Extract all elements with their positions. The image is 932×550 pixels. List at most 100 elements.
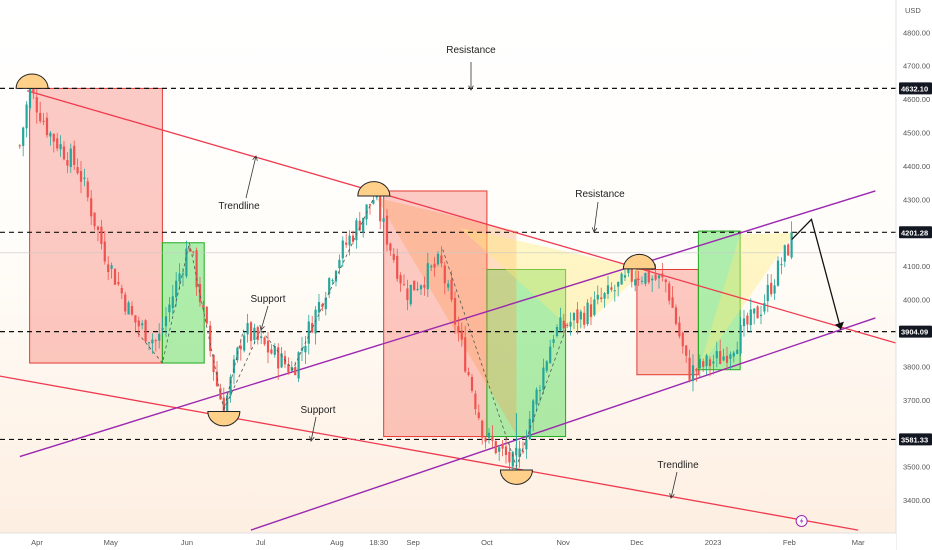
candle-body [229, 376, 232, 396]
candle-body [195, 250, 198, 288]
candle-body [494, 441, 497, 454]
candle-body [42, 120, 45, 122]
candle-body [355, 220, 358, 241]
candle-body [96, 226, 100, 230]
annotation-label: Resistance [446, 45, 496, 56]
price-tick-label: 4400.00 [903, 162, 930, 171]
candle-body [508, 451, 511, 463]
candle-body [399, 275, 402, 284]
candle-body [746, 315, 749, 325]
time-axis: Apr May Jun Jul Aug 18:30 Sep Oct Nov Dec 2023 Feb M… [0, 532, 896, 550]
annotation-pointer [245, 155, 257, 199]
pivot-arcs [15, 73, 656, 485]
time-tick-label: Jul [256, 538, 266, 547]
candle-body [260, 336, 263, 338]
candle-body [331, 280, 334, 282]
candle-body [532, 400, 535, 422]
candle-body [178, 273, 181, 282]
time-axis-background [0, 533, 896, 550]
candle-body [753, 308, 756, 314]
time-tick-label: Mar [852, 538, 865, 547]
candle-body [311, 323, 314, 333]
candle-body [491, 435, 494, 441]
pivot-top-arc [622, 253, 656, 270]
candle-body [613, 290, 616, 292]
candle-body [715, 351, 718, 359]
buy-zone-box [161, 242, 205, 364]
price-tick-label: 4100.00 [903, 262, 930, 271]
candle-body [433, 263, 436, 268]
candle-body [559, 317, 562, 331]
candle-body [300, 348, 304, 351]
candle-body [759, 314, 763, 317]
candle-body [691, 365, 695, 382]
time-tick-label: Apr [31, 538, 43, 547]
annotation-label: Support [250, 294, 285, 305]
candle-body [382, 218, 385, 222]
candle-body [124, 294, 127, 312]
candle-body [246, 323, 249, 335]
time-tick-label: 18:30 [369, 538, 388, 547]
descending-trendline-lower [0, 375, 859, 531]
candle-body [603, 293, 606, 299]
price-tick-label: 4500.00 [903, 129, 930, 138]
candle-body [120, 287, 123, 294]
sell-zone-box [29, 87, 163, 364]
candle-body [219, 388, 222, 400]
ascending-channel-lower [250, 317, 876, 531]
candle-body [127, 302, 130, 315]
candle-body [538, 390, 542, 392]
time-tick-label: Sep [406, 538, 419, 547]
candle-body [423, 284, 426, 288]
candle-body [151, 339, 154, 344]
candle-body [525, 439, 528, 450]
candle-body [688, 357, 691, 382]
candle-body [447, 283, 450, 288]
annotation-arrowhead [252, 155, 258, 161]
annotation-arrowhead [468, 85, 474, 91]
price-level-tag-label: 3581.33 [901, 435, 928, 444]
candle-body [368, 204, 372, 206]
candle-body [589, 304, 593, 317]
annotation-arrowhead [259, 325, 265, 331]
candle-body [59, 144, 62, 150]
candle-body [334, 270, 338, 282]
candle-body [35, 97, 38, 113]
candle-body [362, 217, 365, 233]
buy-zone-box [697, 230, 741, 371]
price-level-tag-label: 4201.28 [901, 228, 928, 237]
annotations: Resistance Trendline Support Support Resista… [218, 45, 808, 527]
candle-body [409, 284, 412, 305]
candle-body [702, 361, 705, 367]
candle-body [453, 298, 457, 325]
pivot-bottom-arc [207, 410, 241, 427]
annotation-label: Trendline [657, 460, 699, 471]
price-level-tag [899, 226, 932, 239]
time-tick-label: Aug [330, 538, 343, 547]
candle-body [243, 335, 246, 351]
candle-body [552, 339, 555, 343]
candle-body [773, 285, 776, 294]
candle-body [113, 269, 117, 285]
pattern-triangles [376, 197, 795, 435]
candle-body [100, 226, 103, 244]
candle-body [470, 377, 474, 391]
annotation-arrowhead [309, 436, 315, 442]
price-tick-label: 3500.00 [903, 463, 930, 472]
candle-body [644, 272, 647, 284]
candle-body [576, 309, 579, 324]
candle-body [226, 395, 229, 421]
candle-body [321, 304, 324, 308]
ascending-channel-upper [19, 190, 876, 458]
time-tick-label: Jun [181, 538, 193, 547]
candle-body [198, 283, 202, 303]
price-level-tag [899, 82, 932, 95]
price-tick-label: 3800.00 [903, 362, 930, 371]
time-tick-label: Nov [556, 538, 570, 547]
candle-body [566, 324, 569, 326]
sell-zone-box [636, 268, 699, 376]
candle-body [49, 132, 52, 137]
candle-body [32, 89, 35, 94]
